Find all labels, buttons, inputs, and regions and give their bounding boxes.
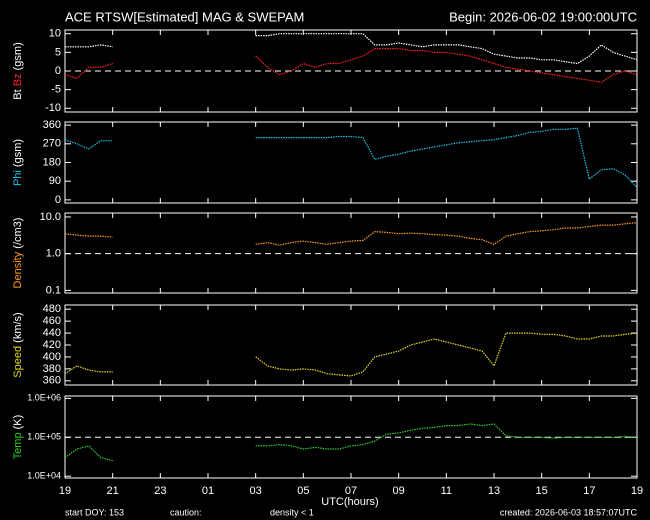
y-tick-label: 180 (43, 156, 61, 168)
y-tick-label: 5 (55, 46, 61, 58)
y-tick-label: 460 (43, 315, 61, 327)
y-tick-label: 400 (43, 351, 61, 363)
data-line (65, 33, 638, 65)
y-label-part: Bt (12, 89, 24, 99)
y-tick-label: 440 (43, 327, 61, 339)
y-label-part: Speed (12, 346, 24, 378)
data-line (64, 423, 638, 462)
x-tick-label: 23 (154, 485, 166, 497)
begin-time: Begin: 2026-06-02 19:00:00UTC (449, 9, 637, 24)
y-label-part: Bz (12, 73, 24, 86)
x-tick-label: 15 (536, 485, 548, 497)
x-tick-label: 11 (441, 485, 452, 497)
y-tick-label: 90 (49, 175, 61, 187)
x-tick-label: 07 (345, 485, 357, 497)
y-tick-label: 1.0E+06 (27, 393, 61, 403)
y-tick-label: -10 (45, 102, 61, 114)
y-label-part: (/cm3) (12, 218, 24, 249)
y-tick-label: 1.0E+05 (27, 432, 61, 442)
y-tick-label: -5 (51, 84, 61, 96)
y-label-part: Temp (12, 432, 24, 459)
y-tick-label: 360 (43, 375, 61, 387)
y-axis-label: Temp (K) (12, 415, 24, 460)
data-line (64, 127, 638, 188)
y-axis-label: Density (/cm3) (12, 218, 24, 289)
data-line (64, 222, 638, 246)
x-tick-label: 01 (202, 485, 214, 497)
y-tick-label: 420 (43, 339, 61, 351)
caution: caution: (170, 507, 202, 517)
y-axis-label: Phi (gsm) (12, 139, 24, 186)
y-tick-label: 1.0 (46, 248, 61, 260)
chart-title: ACE RTSW[Estimated] MAG & SWEPAM (65, 9, 304, 24)
x-tick-label: 13 (488, 485, 500, 497)
y-tick-label: 0 (55, 65, 61, 77)
y-label-part: (gsm) (12, 139, 24, 167)
y-tick-label: 0 (55, 194, 61, 206)
y-label-part: Density (12, 251, 24, 288)
y-tick-label: 480 (43, 303, 61, 315)
y-tick-label: 270 (43, 138, 61, 150)
x-tick-label: 19 (59, 485, 71, 497)
y-tick-label: 0.1 (46, 284, 61, 296)
y-axis-label: Bt Bz (gsm) (12, 42, 24, 99)
y-tick-label: 380 (43, 363, 61, 375)
start-doy: start DOY: 153 (65, 507, 124, 517)
x-axis-label: UTC(hours) (321, 496, 378, 508)
y-tick-label: 1.0E+04 (27, 471, 61, 481)
data-line (64, 48, 638, 83)
x-tick-label: 21 (107, 485, 119, 497)
x-tick-label: 09 (393, 485, 405, 497)
x-tick-label: 19 (631, 485, 643, 497)
created-time: created: 2026-06-03 18:57:07UTC (500, 507, 638, 517)
y-label-part: (km/s) (12, 312, 24, 343)
data-line (64, 332, 638, 377)
y-tick-label: 360 (43, 119, 61, 131)
y-tick-label: 10.0 (40, 211, 61, 223)
x-tick-label: 05 (297, 485, 309, 497)
x-tick-label: 03 (250, 485, 262, 497)
y-label-part: Phi (12, 170, 24, 186)
x-tick-label: 17 (583, 485, 595, 497)
y-axis-label: Speed (km/s) (12, 312, 24, 377)
y-label-part: (K) (12, 415, 24, 430)
caution-note: density < 1 (270, 507, 314, 517)
y-tick-label: 10 (49, 28, 61, 40)
y-label-part: (gsm) (12, 42, 24, 70)
